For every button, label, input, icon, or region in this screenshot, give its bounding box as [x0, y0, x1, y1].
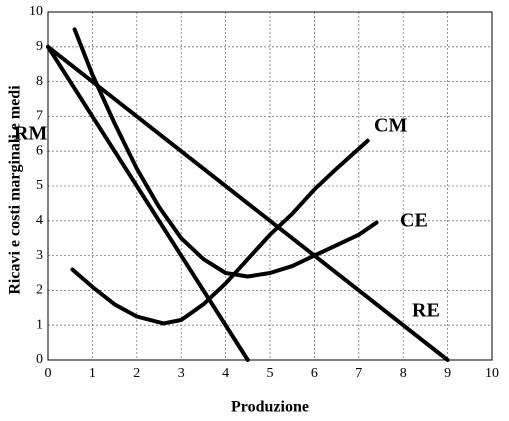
plot-frame	[47, 11, 493, 361]
curve	[70, 138, 370, 326]
x-tick-label: 6	[311, 366, 318, 381]
y-tick-label: 4	[36, 213, 43, 228]
curve-label: RM	[14, 123, 47, 145]
curve	[46, 44, 250, 362]
y-tick-label: 8	[36, 74, 43, 89]
curve-label: RE	[412, 300, 440, 322]
x-axis-label: Produzione	[231, 399, 309, 416]
x-tick-label: 1	[89, 366, 96, 381]
y-tick-label: 0	[36, 352, 43, 367]
y-tick-label: 1	[36, 317, 43, 332]
x-tick-label: 3	[178, 366, 185, 381]
y-tick-label: 7	[36, 109, 43, 124]
curve-label: CM	[374, 115, 407, 137]
x-tick-label: 7	[355, 366, 362, 381]
x-tick-label: 4	[222, 366, 229, 381]
y-tick-label: 3	[36, 248, 43, 263]
x-tick-label: 5	[267, 366, 274, 381]
curve	[46, 44, 450, 362]
y-tick-label: 5	[36, 178, 43, 193]
x-tick-label: 0	[45, 366, 52, 381]
y-tick-label: 2	[36, 283, 43, 298]
y-axis-label: Ricavi e costi marginali e medi	[7, 85, 24, 295]
x-tick-label: 9	[444, 366, 451, 381]
x-tick-label: 10	[485, 366, 499, 381]
x-tick-label: 8	[400, 366, 407, 381]
curve-label: CE	[400, 210, 428, 232]
curve	[72, 27, 379, 279]
y-tick-label: 10	[29, 4, 43, 19]
x-tick-label: 2	[133, 366, 140, 381]
y-tick-label: 6	[36, 143, 43, 158]
y-tick-label: 9	[36, 39, 43, 54]
